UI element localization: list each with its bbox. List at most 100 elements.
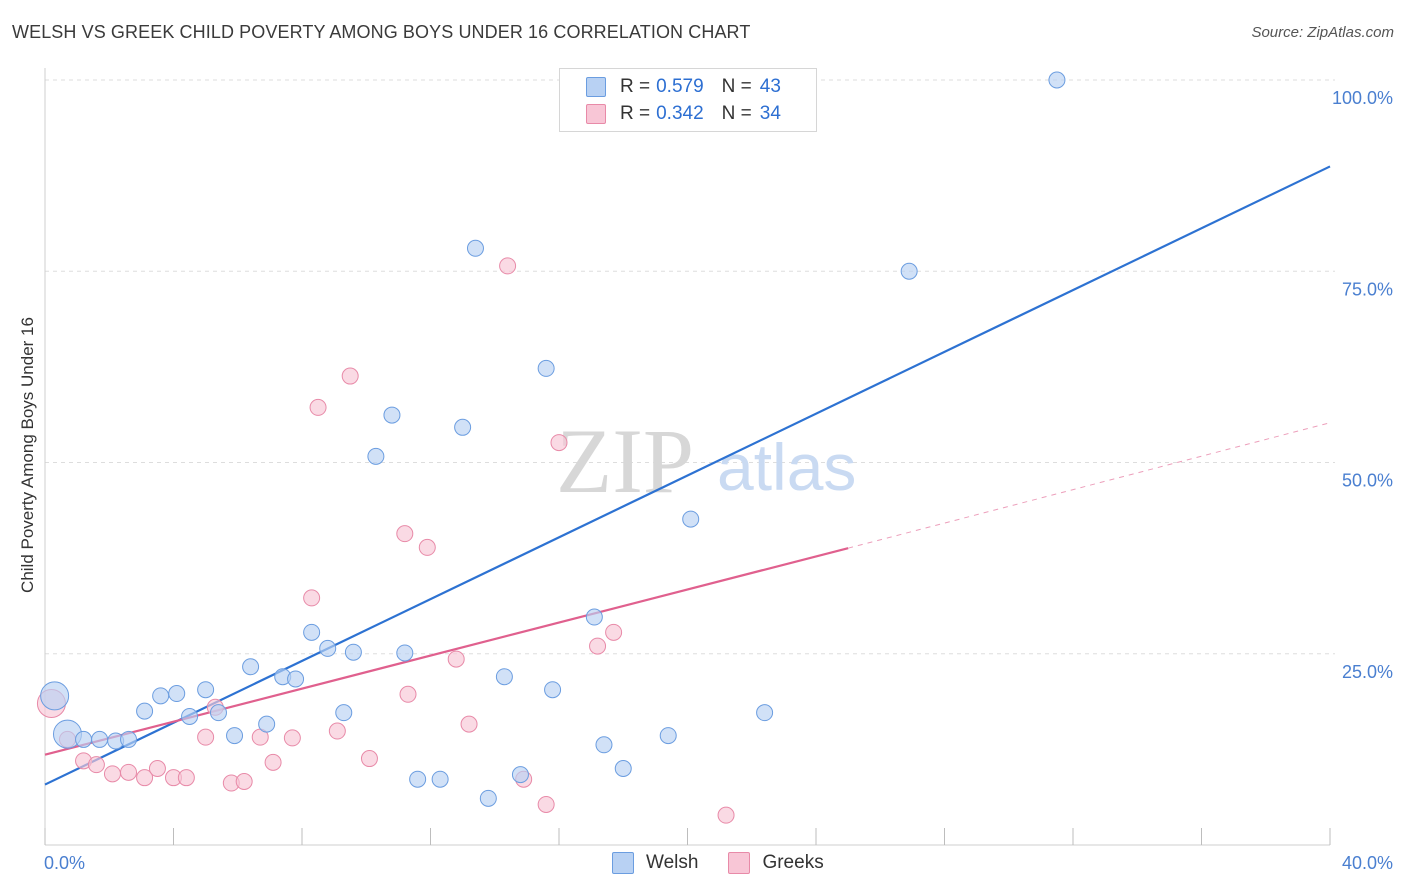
greeks-point-3 bbox=[87, 756, 105, 774]
greeks-point-7 bbox=[148, 760, 166, 777]
welsh-point-30 bbox=[511, 766, 529, 784]
greeks-point-6 bbox=[136, 769, 154, 787]
greeks-point-21 bbox=[360, 750, 378, 768]
legend-item-greeks[interactable]: Greeks bbox=[728, 852, 824, 874]
welsh-point-36 bbox=[659, 727, 677, 745]
legend-row-welsh: R = 0.579 N = 43 bbox=[586, 75, 781, 99]
greeks-point-17 bbox=[303, 589, 321, 607]
welsh-point-37 bbox=[682, 510, 700, 528]
greeks-swatch bbox=[586, 104, 606, 124]
trendline-welsh bbox=[44, 165, 1331, 786]
welsh-point-29 bbox=[495, 668, 513, 686]
greeks-r-label: R = bbox=[620, 103, 651, 124]
welsh-point-24 bbox=[409, 770, 427, 788]
greeks-n-value: 34 bbox=[759, 103, 781, 124]
welsh-point-12 bbox=[226, 727, 244, 745]
welsh-point-33 bbox=[585, 608, 603, 626]
greeks-point-22 bbox=[396, 525, 414, 543]
greeks-point-31 bbox=[589, 637, 607, 655]
welsh-point-9 bbox=[181, 707, 199, 725]
welsh-legend-swatch bbox=[612, 852, 634, 874]
greeks-point-25 bbox=[447, 650, 465, 668]
greeks-point-19 bbox=[328, 722, 346, 740]
welsh-swatch bbox=[586, 77, 606, 97]
welsh-point-0 bbox=[40, 681, 70, 711]
welsh-point-18 bbox=[319, 639, 337, 657]
welsh-point-41 bbox=[900, 262, 918, 280]
trendline-greeks bbox=[44, 547, 849, 756]
watermark-zip: ZIP bbox=[556, 410, 694, 512]
trendlines bbox=[44, 165, 1331, 786]
greeks-point-33 bbox=[717, 806, 735, 824]
chart-title: WELSH VS GREEK CHILD POVERTY AMONG BOYS … bbox=[12, 22, 751, 42]
welsh-point-13 bbox=[242, 658, 260, 676]
greeks-point-27 bbox=[499, 257, 517, 275]
y-tick-label-100: 100.0% bbox=[1332, 88, 1393, 108]
x-tick-label-max: 40.0% bbox=[1342, 853, 1393, 873]
welsh-point-26 bbox=[454, 418, 472, 436]
welsh-point-28 bbox=[479, 789, 497, 807]
greeks-point-16 bbox=[283, 729, 301, 747]
greeks-r-value: 0.342 bbox=[656, 103, 704, 124]
greeks-point-20 bbox=[341, 367, 359, 385]
greeks-point-5 bbox=[120, 763, 138, 781]
welsh-point-21 bbox=[367, 447, 385, 465]
welsh-point-35 bbox=[614, 760, 632, 777]
greeks-point-4 bbox=[103, 765, 121, 783]
welsh-r-label: R = bbox=[620, 76, 651, 97]
grid-lines bbox=[45, 79, 1335, 655]
greeks-point-10 bbox=[197, 728, 215, 746]
welsh-point-23 bbox=[396, 644, 414, 662]
welsh-point-25 bbox=[431, 770, 449, 788]
welsh-point-42 bbox=[1048, 71, 1066, 89]
greeks-point-29 bbox=[537, 795, 555, 813]
welsh-point-6 bbox=[136, 702, 154, 720]
stats-legend: R = 0.579 N = 43 R = 0.342 N = 34 bbox=[559, 68, 817, 132]
greeks-point-24 bbox=[418, 538, 436, 556]
greeks-point-23 bbox=[399, 685, 417, 703]
watermark-atlas: atlas bbox=[717, 430, 856, 504]
legend-row-greeks: R = 0.342 N = 34 bbox=[586, 102, 781, 126]
data-points bbox=[36, 71, 1066, 824]
welsh-point-5 bbox=[120, 730, 138, 748]
welsh-n-label: N = bbox=[721, 76, 752, 97]
welsh-point-11 bbox=[209, 704, 227, 722]
y-tick-label-50: 50.0% bbox=[1342, 471, 1393, 491]
welsh-point-19 bbox=[335, 704, 353, 722]
greeks-legend-label: Greeks bbox=[762, 852, 824, 873]
welsh-point-7 bbox=[152, 687, 170, 705]
greeks-point-32 bbox=[605, 623, 623, 641]
welsh-point-10 bbox=[197, 681, 215, 699]
welsh-point-38 bbox=[756, 704, 774, 722]
y-tick-label-75: 75.0% bbox=[1342, 279, 1393, 299]
welsh-point-27 bbox=[466, 239, 484, 257]
welsh-n-value: 43 bbox=[759, 76, 781, 97]
welsh-point-17 bbox=[303, 623, 321, 641]
welsh-point-20 bbox=[344, 643, 362, 661]
welsh-point-32 bbox=[544, 681, 562, 699]
welsh-point-22 bbox=[383, 406, 401, 424]
source-label: Source: ZipAtlas.com bbox=[1251, 24, 1394, 41]
x-tick-label-min: 0.0% bbox=[44, 853, 85, 873]
welsh-point-14 bbox=[258, 715, 276, 733]
watermark: ZIP atlas bbox=[556, 410, 856, 512]
greeks-point-9 bbox=[177, 769, 195, 787]
greeks-legend-swatch bbox=[728, 852, 751, 874]
trendline-extension-greeks bbox=[847, 422, 1331, 549]
greeks-point-15 bbox=[264, 753, 282, 771]
welsh-r-value: 0.579 bbox=[656, 76, 704, 97]
welsh-point-16 bbox=[287, 670, 305, 688]
welsh-legend-label: Welsh bbox=[646, 852, 699, 873]
tick-labels: 25.0% 50.0% 75.0% 100.0% 0.0% 40.0% bbox=[44, 88, 1393, 873]
series-legend: Welsh Greeks bbox=[612, 852, 854, 874]
welsh-point-2 bbox=[75, 730, 93, 748]
greeks-point-26 bbox=[460, 715, 478, 733]
legend-item-welsh[interactable]: Welsh bbox=[612, 852, 698, 874]
welsh-point-34 bbox=[595, 736, 613, 754]
welsh-point-3 bbox=[91, 730, 109, 748]
welsh-point-8 bbox=[168, 685, 186, 703]
y-tick-label-25: 25.0% bbox=[1342, 662, 1393, 682]
greeks-point-13 bbox=[235, 773, 253, 791]
welsh-point-31 bbox=[537, 359, 555, 377]
